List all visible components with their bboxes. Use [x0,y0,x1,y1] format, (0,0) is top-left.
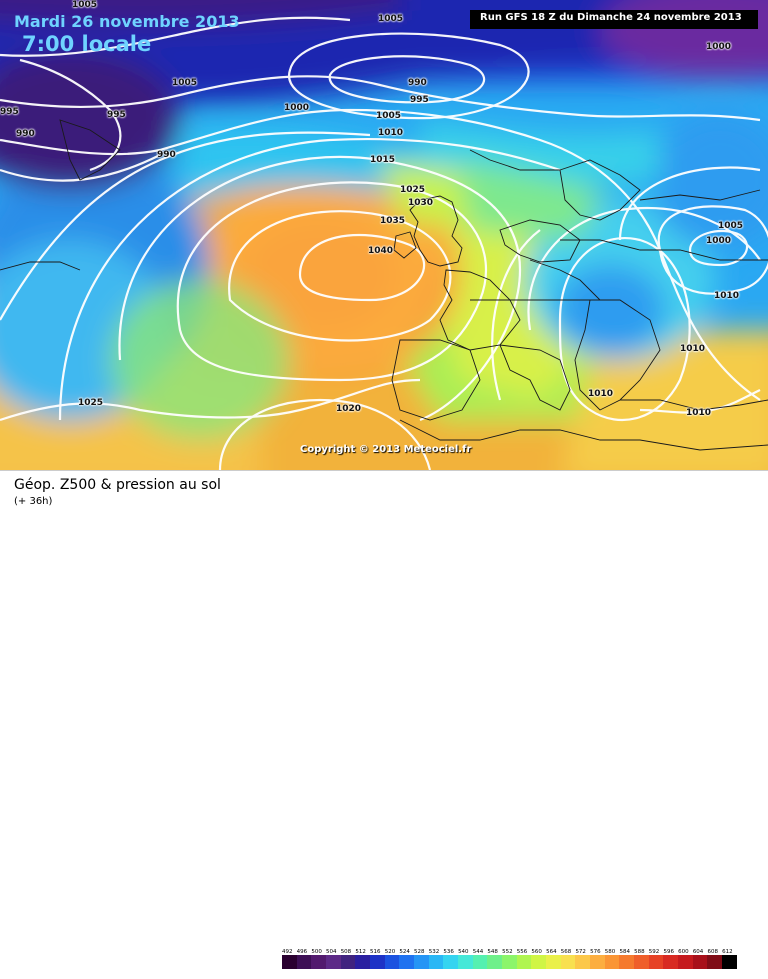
isobar-label: 1010 [588,389,614,399]
isobar-label: 1000 [284,103,310,113]
legend-swatch [692,955,708,969]
isobar-label: 1025 [400,185,426,195]
isobar-label: 1005 [72,0,98,10]
map-title: Géop. Z500 & pression au sol [14,477,221,493]
isobar-label: 1000 [706,236,732,246]
geopotential-field [0,0,768,470]
legend-swatch [516,955,532,969]
map-footer: Géop. Z500 & pression au sol (+ 36h) 492… [0,470,768,969]
isobar-label: 995 [0,107,19,117]
isobar-label: 1020 [336,404,362,414]
coastlines [0,119,768,451]
isobar-label: 1010 [680,344,706,354]
legend-swatch [428,955,444,969]
isobar-label: 1010 [378,128,404,138]
isobar-label: 1005 [376,111,402,121]
isobar-label: 1005 [172,78,198,88]
forecast-range: (+ 36h) [14,496,53,507]
legend-swatch [678,955,693,969]
isobar-label: 1015 [370,155,396,165]
legend-swatch [311,955,327,969]
isobar-label: 1005 [718,221,744,231]
legend-swatch [414,955,429,969]
isobar-label: 1000 [706,42,732,52]
isobar-label: 1030 [408,198,434,208]
copyright-text: Copyright © 2013 Meteociel.fr [300,444,472,455]
legend-swatch [648,955,664,969]
legend-swatch [340,955,356,969]
legend-swatch [531,955,547,969]
forecast-date: Mardi 26 novembre 2013 [14,12,240,31]
legend-swatch [384,955,400,969]
legend-swatch [502,955,517,969]
legend-swatches [282,955,752,969]
isobar-label: 990 [16,129,35,139]
legend-swatch [663,955,679,969]
legend-swatch [707,955,723,969]
forecast-local-time: 7:00 locale [22,32,152,56]
isobar-label: 1040 [368,246,394,256]
isobar-label: 1010 [714,291,740,301]
isobar-label: 1005 [378,14,404,24]
isobar-label: 995 [107,110,126,120]
isobar-label: 995 [410,95,429,105]
legend-swatch [458,955,473,969]
legend-swatch [546,955,561,969]
isobar-label: 1010 [686,408,712,418]
legend-swatch [370,955,385,969]
legend-swatch [355,955,371,969]
run-banner [470,10,758,29]
legend-swatch [590,955,605,969]
isobar-label: 1025 [78,398,104,408]
color-legend: 492 496 500 504 508 512 516 520 524 528 532 536 540 5… [282,949,752,979]
legend-swatch [604,955,620,969]
legend-swatch [722,955,737,969]
isobar-label: 990 [408,78,427,88]
weather-map: Mardi 26 novembre 2013 7:00 locale Run G… [0,0,768,470]
legend-swatch [296,955,312,969]
legend-swatch [560,955,576,969]
legend-swatch [443,955,459,969]
isobar-label: 1035 [380,216,406,226]
legend-swatch [619,955,635,969]
run-banner-text: Run GFS 18 Z du Dimanche 24 novembre 201… [480,12,742,23]
isobar-lines [0,16,768,470]
legend-swatch [282,955,297,969]
legend-swatch [326,955,341,969]
legend-swatch [399,955,415,969]
isobar-label: 990 [157,150,176,160]
legend-swatch [634,955,649,969]
legend-swatch [487,955,503,969]
legend-swatch [472,955,488,969]
legend-swatch [575,955,591,969]
